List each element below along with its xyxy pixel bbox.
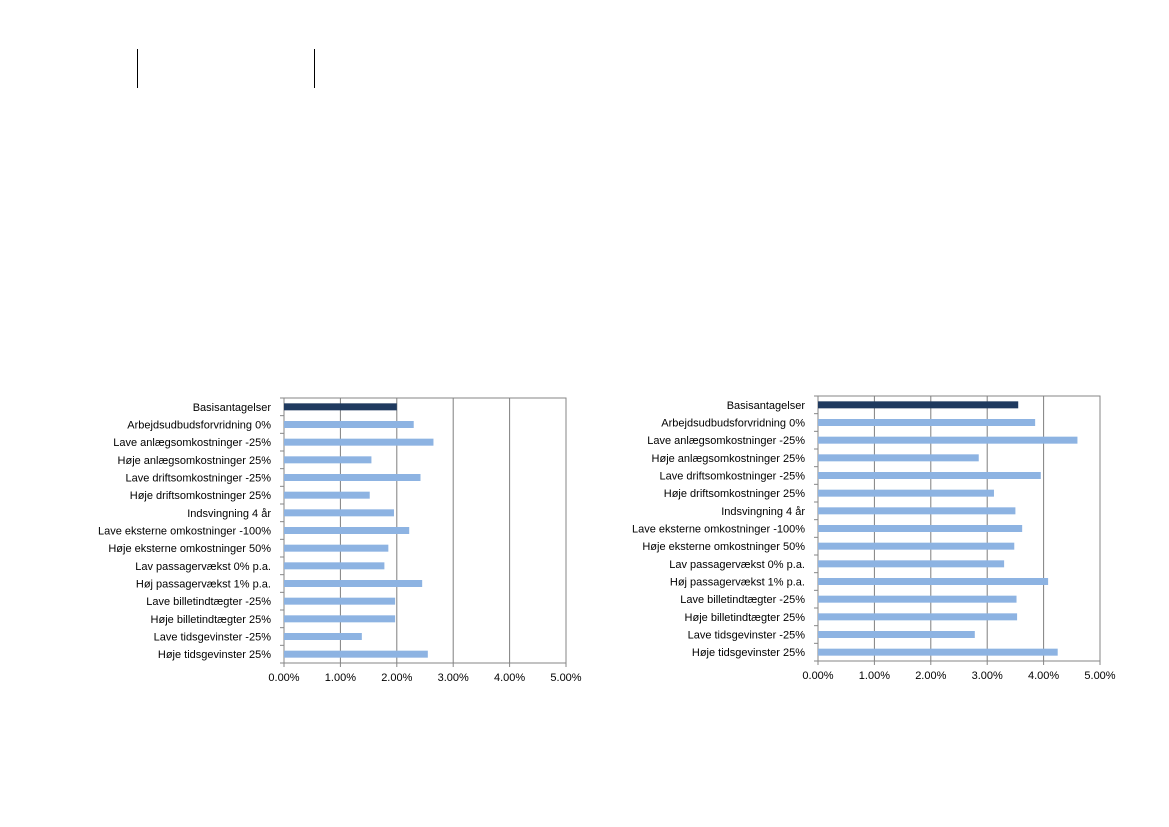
chart-right: 0.00% 1.00% 2.00% 3.00% 4.00% 5.00% Basisantag… — [590, 380, 1160, 700]
right-category-label: Lave driftsomkostninger -25% — [659, 471, 805, 483]
right-x-tick-label: 0.00% — [802, 670, 833, 682]
right-category-label: Lave billetindtægter -25% — [680, 594, 805, 606]
left-bar — [284, 633, 362, 640]
right-bar — [818, 613, 1018, 621]
right-x-tick-label: 3.00% — [972, 670, 1003, 682]
right-bar — [818, 454, 979, 462]
left-bar — [284, 597, 396, 605]
left-category-label: Basisantagelser — [193, 402, 272, 414]
right-x-tick-label: 5.00% — [1084, 670, 1115, 682]
right-bar — [818, 489, 994, 497]
left-bar — [284, 527, 410, 534]
left-category-label: Lave tidsgevinster -25% — [154, 632, 272, 644]
left-bar — [284, 580, 423, 587]
right-category-label: Lav passagervækst 0% p.a. — [669, 559, 805, 571]
right-bar — [818, 525, 1023, 532]
right-bar — [818, 595, 1017, 603]
right-bar — [818, 436, 1078, 444]
left-category-label: Høje tidsgevinster 25% — [158, 649, 271, 661]
left-bar — [284, 421, 414, 428]
left-category-label: Lav passagervækst 0% p.a. — [135, 561, 271, 573]
right-x-tick-label: 2.00% — [915, 670, 946, 682]
header-rule-left — [137, 49, 138, 88]
right-category-label: Høje billetindtægter 25% — [685, 612, 806, 624]
left-bar — [284, 615, 396, 623]
right-category-label: Indsvingning 4 år — [721, 506, 805, 518]
left-category-label: Lave billetindtægter -25% — [146, 596, 271, 608]
left-category-label: Indsvingning 4 år — [187, 508, 271, 520]
right-bar — [818, 542, 1015, 550]
right-x-tick-label: 1.00% — [859, 670, 890, 682]
right-category-label: Basisantagelser — [727, 400, 806, 412]
left-bar — [284, 474, 421, 481]
chart-left-svg: 0.00% 1.00% 2.00% 3.00% 4.00% 5.00% Basisantag… — [98, 397, 582, 684]
left-bar — [284, 509, 394, 517]
left-x-tick-label: 3.00% — [438, 672, 469, 684]
right-bar — [818, 472, 1041, 479]
right-bar — [818, 648, 1058, 656]
right-x-tick-label: 4.00% — [1028, 670, 1059, 682]
right-category-label: Lave eksterne omkostninger -100% — [632, 524, 805, 536]
right-category-label: Lave anlægsomkostninger -25% — [647, 435, 805, 447]
right-bar — [818, 631, 975, 638]
left-x-tick-label: 2.00% — [381, 672, 412, 684]
right-category-label: Høje driftsomkostninger 25% — [664, 488, 805, 500]
right-bar — [818, 419, 1036, 426]
left-category-label: Arbejdsudbudsforvridning 0% — [127, 420, 271, 432]
left-bar — [284, 438, 434, 446]
left-category-label: Høje billetindtægter 25% — [151, 614, 272, 626]
chart-right-svg: 0.00% 1.00% 2.00% 3.00% 4.00% 5.00% Basisantag… — [632, 395, 1116, 682]
left-bar — [284, 456, 372, 464]
right-category-label: Høje tidsgevinster 25% — [692, 647, 805, 659]
left-category-label: Lave eksterne omkostninger -100% — [98, 526, 271, 538]
right-category-label: Lave tidsgevinster -25% — [688, 630, 806, 642]
left-category-label: Høje anlægsomkostninger 25% — [118, 455, 272, 467]
left-bar — [284, 491, 370, 499]
left-bar — [284, 544, 389, 552]
right-category-label: Arbejdsudbudsforvridning 0% — [661, 418, 805, 430]
right-bar — [818, 560, 1005, 568]
left-category-label: Høje driftsomkostninger 25% — [130, 490, 271, 502]
right-bar — [818, 578, 1049, 585]
header-rule-right — [314, 49, 315, 88]
right-category-label: Høje eksterne omkostninger 50% — [642, 541, 805, 553]
left-x-tick-label: 4.00% — [494, 672, 525, 684]
left-bar — [284, 562, 385, 570]
left-category-label: Lave anlægsomkostninger -25% — [113, 437, 271, 449]
left-category-label: Høje eksterne omkostninger 50% — [108, 543, 271, 555]
left-x-tick-label: 1.00% — [325, 672, 356, 684]
right-bar — [818, 401, 1019, 409]
left-category-label: Lave driftsomkostninger -25% — [125, 473, 271, 485]
right-category-label: Høj passagervækst 1% p.a. — [670, 577, 805, 589]
left-bar — [284, 650, 428, 658]
chart-left: 0.00% 1.00% 2.00% 3.00% 4.00% 5.00% Basisantag… — [0, 380, 590, 700]
right-category-label: Høje anlægsomkostninger 25% — [652, 453, 806, 465]
left-x-tick-label: 5.00% — [550, 672, 581, 684]
left-bar — [284, 403, 397, 411]
right-bar — [818, 507, 1016, 515]
left-category-label: Høj passagervækst 1% p.a. — [136, 579, 271, 591]
left-x-tick-label: 0.00% — [268, 672, 299, 684]
